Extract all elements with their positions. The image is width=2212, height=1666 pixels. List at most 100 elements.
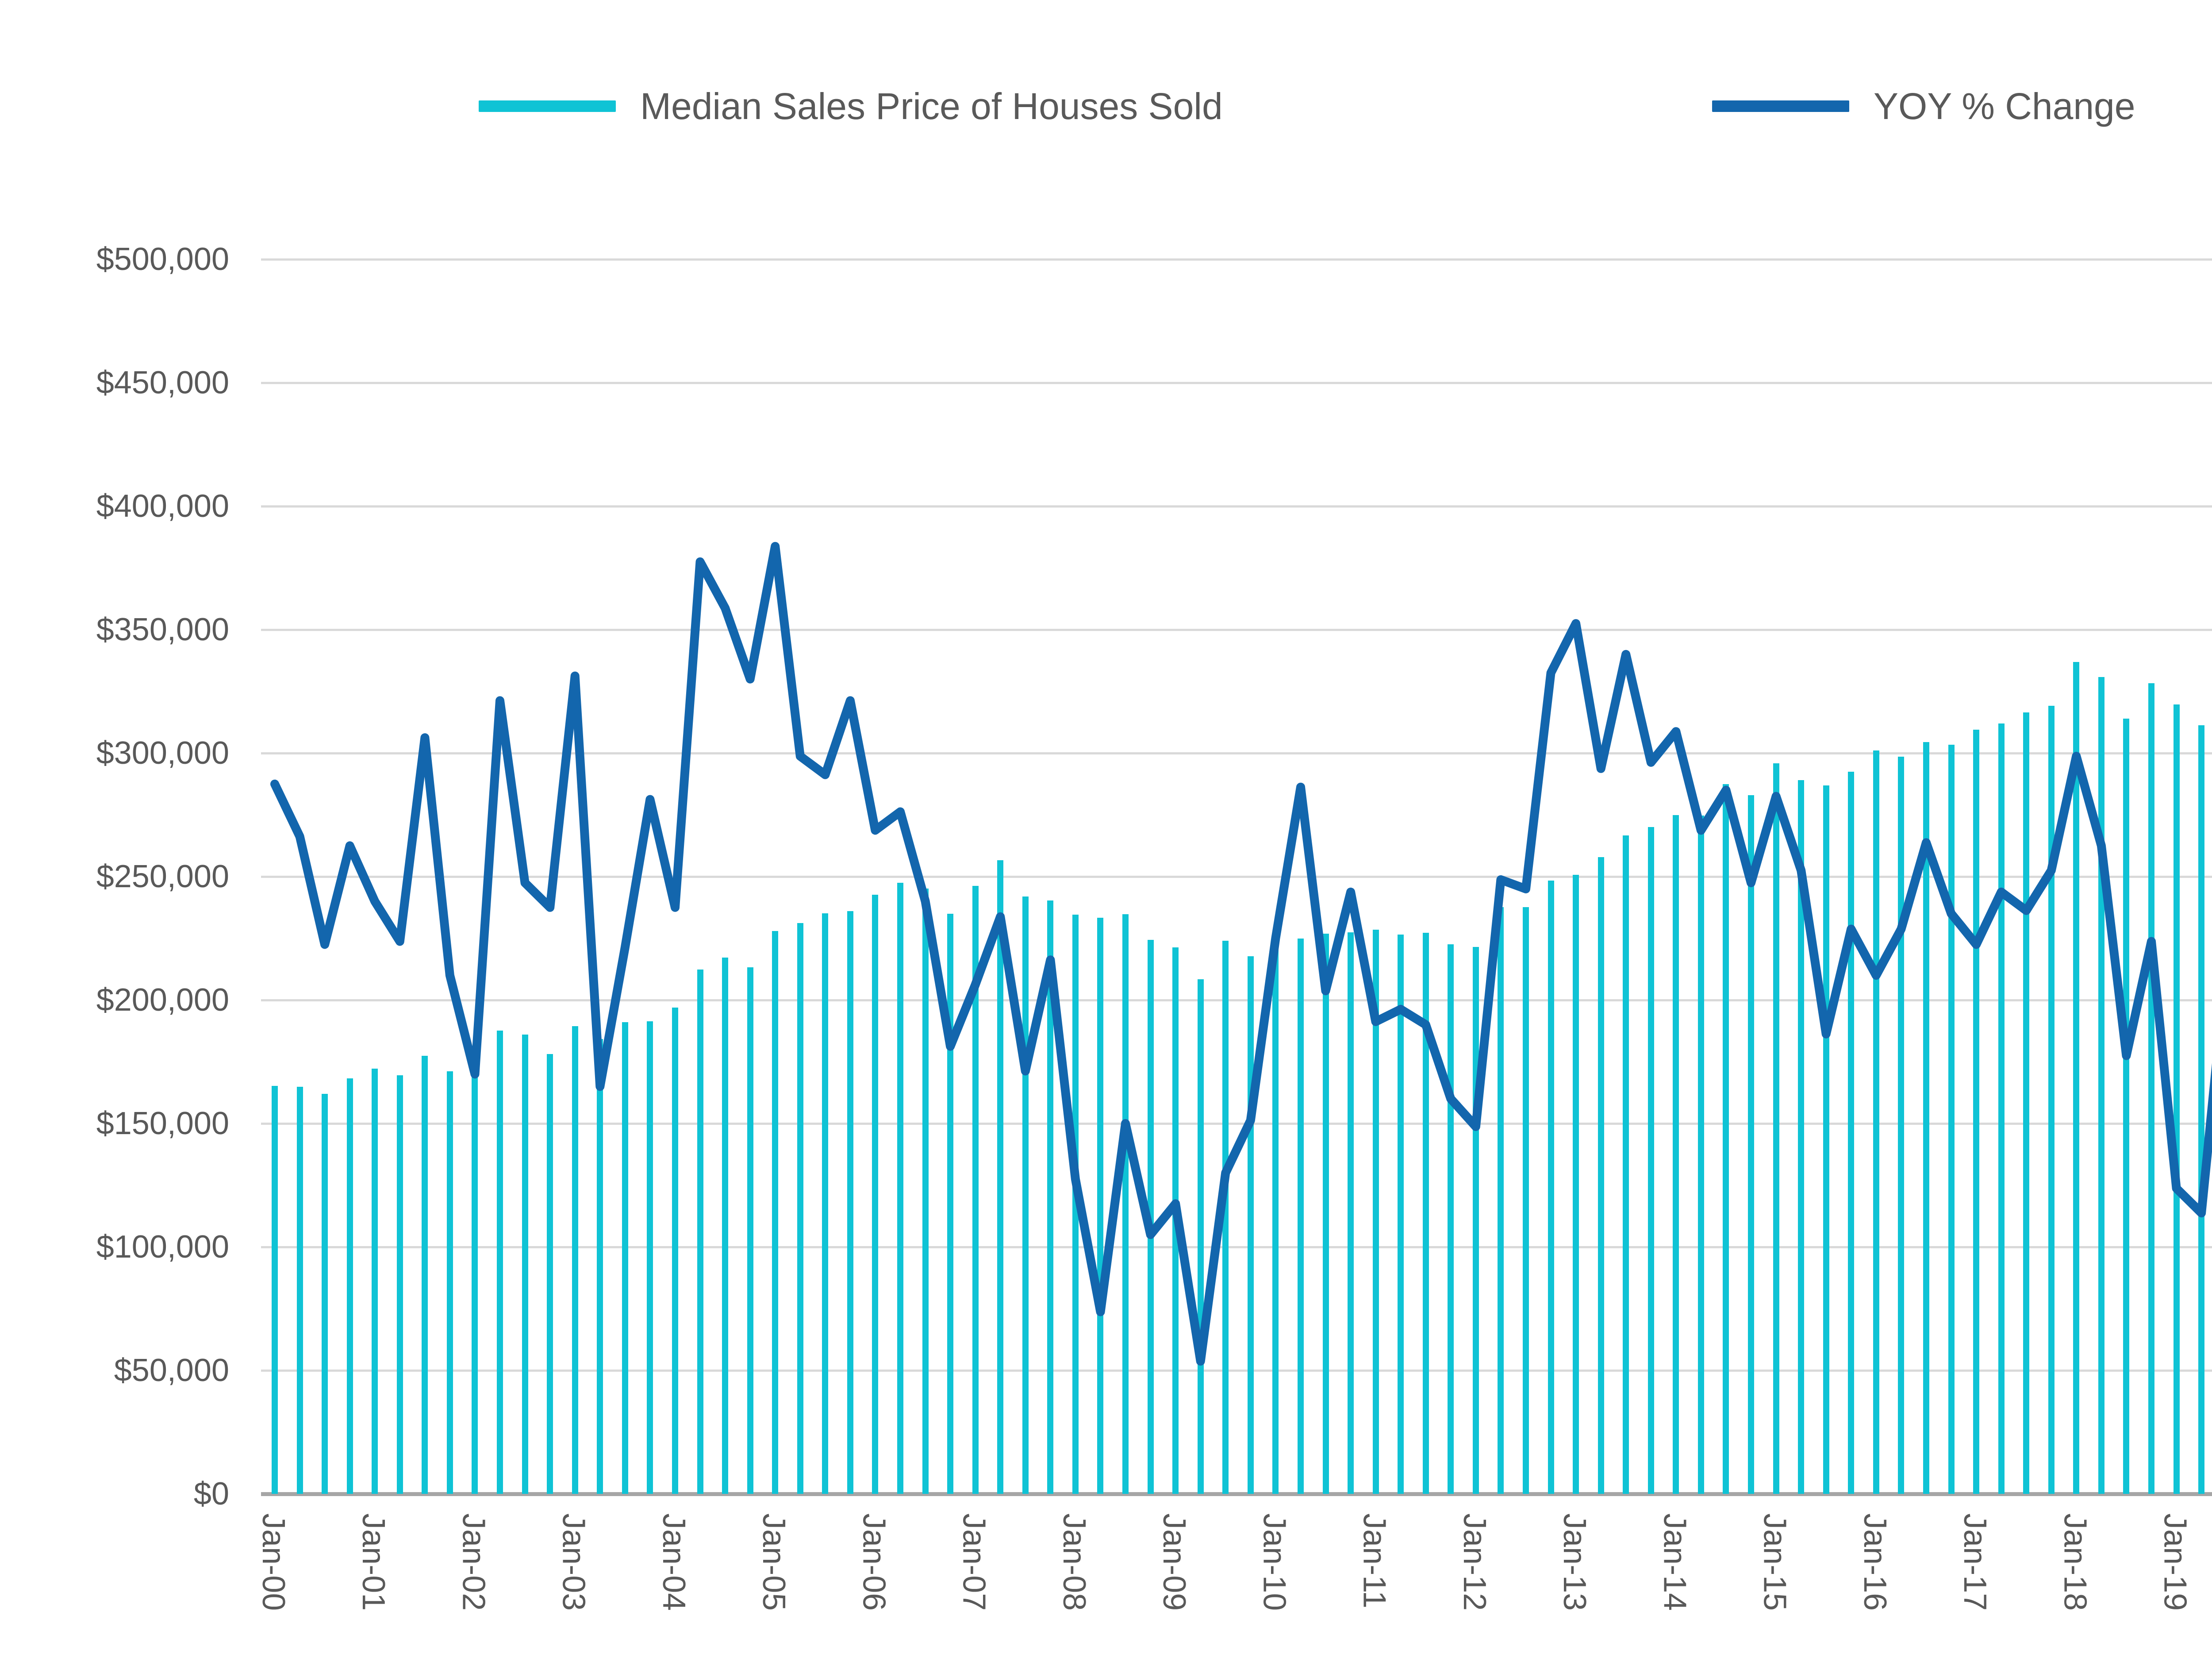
price-bar <box>772 931 779 1494</box>
gridline <box>261 258 2212 261</box>
price-bar <box>997 860 1004 1494</box>
price-bar <box>2073 662 2080 1494</box>
price-bar <box>822 913 829 1494</box>
price-bar <box>572 1026 578 1494</box>
left-axis-tick-label: $0 <box>193 1476 229 1512</box>
price-bar <box>1923 742 1929 1494</box>
price-bar <box>722 958 729 1494</box>
price-bar <box>672 1007 678 1494</box>
x-axis-tick-label: Jan-07 <box>956 1513 992 1611</box>
price-bar <box>1873 750 1879 1494</box>
left-axis-tick-label: $50,000 <box>114 1353 229 1388</box>
price-bar <box>372 1068 378 1494</box>
x-axis-tick-label: Jan-14 <box>1657 1513 1693 1611</box>
gridline <box>261 999 2212 1001</box>
gridline <box>261 1246 2212 1248</box>
x-axis-tick-label: Jan-18 <box>2057 1513 2093 1611</box>
yoy-line <box>270 542 2212 1366</box>
price-bar <box>1773 763 1779 1494</box>
x-axis-tick-label: Jan-08 <box>1056 1513 1092 1611</box>
price-bar <box>396 1075 403 1494</box>
price-bar <box>1548 881 1554 1494</box>
x-axis-tick-label: Jan-11 <box>1356 1513 1392 1608</box>
x-axis-tick-label: Jan-06 <box>856 1513 892 1611</box>
x-axis-tick-label: Jan-02 <box>456 1513 492 1611</box>
price-bar <box>1348 932 1354 1494</box>
gridline <box>261 1123 2212 1125</box>
x-axis-tick-label: Jan-15 <box>1757 1513 1793 1611</box>
x-axis-tick-label: Jan-00 <box>256 1513 291 1611</box>
price-bar <box>296 1087 303 1494</box>
price-bar <box>1523 907 1529 1494</box>
gridline <box>261 629 2212 631</box>
price-bar <box>1823 785 1829 1494</box>
price-bar <box>1297 939 1304 1494</box>
price-bar <box>2048 705 2055 1494</box>
price-bar <box>922 889 929 1494</box>
price-bar <box>1272 931 1279 1494</box>
price-bar <box>1398 935 1404 1494</box>
legend-item-yoy: YOY % Change <box>1712 80 2135 133</box>
left-axis-tick-label: $200,000 <box>96 982 229 1018</box>
price-bar <box>1623 835 1629 1494</box>
price-bar <box>597 1039 603 1494</box>
left-axis-tick-label: $150,000 <box>96 1106 229 1141</box>
price-bar <box>446 1071 453 1494</box>
price-bar <box>1122 914 1129 1494</box>
left-axis-tick-label: $450,000 <box>96 365 229 400</box>
gridline <box>261 752 2212 754</box>
price-series-swatch <box>479 100 616 112</box>
price-bar <box>647 1021 653 1494</box>
price-bar <box>1723 784 1729 1494</box>
price-bar <box>747 967 753 1494</box>
price-bar <box>1697 816 1704 1494</box>
x-axis-tick-label: Jan-01 <box>356 1513 392 1611</box>
price-bar <box>2173 704 2180 1494</box>
x-axis-tick-label: Jan-04 <box>656 1513 691 1611</box>
left-axis-tick-label: $250,000 <box>96 859 229 894</box>
price-bar <box>1973 729 1980 1494</box>
x-axis-tick-label: Jan-17 <box>1957 1513 1993 1611</box>
price-bar <box>897 882 903 1494</box>
x-axis-tick-label: Jan-19 <box>2157 1513 2193 1611</box>
price-bar <box>1072 915 1079 1494</box>
price-bar <box>1598 857 1604 1494</box>
price-bar <box>346 1078 353 1494</box>
gridline <box>261 505 2212 508</box>
price-bar <box>1372 929 1379 1494</box>
price-bar <box>797 923 803 1494</box>
price-bar <box>1422 933 1429 1494</box>
price-bar <box>2123 718 2130 1494</box>
legend-label-yoy: YOY % Change <box>1874 85 2135 127</box>
price-bar <box>1748 795 1755 1494</box>
price-bar <box>622 1022 628 1494</box>
x-axis-tick-label: Jan-03 <box>556 1513 591 1611</box>
x-axis-tick-label: Jan-13 <box>1557 1513 1593 1611</box>
left-axis-tick-label: $100,000 <box>96 1229 229 1265</box>
x-axis-tick-label: Jan-16 <box>1857 1513 1893 1611</box>
price-bar <box>1573 875 1579 1494</box>
price-bar <box>472 1074 478 1494</box>
price-bar <box>1498 907 1504 1494</box>
gridline <box>261 1370 2212 1372</box>
price-bar <box>1798 780 1805 1494</box>
x-axis-tick-label: Jan-05 <box>756 1513 792 1611</box>
price-bar <box>1647 827 1654 1494</box>
price-bar <box>422 1056 428 1494</box>
yoy-series-swatch <box>1712 100 1849 112</box>
price-bar <box>947 913 954 1494</box>
price-bar <box>497 1030 503 1494</box>
price-bar <box>1097 918 1104 1494</box>
price-bar <box>1948 745 1955 1494</box>
left-axis-tick-label: $350,000 <box>96 612 229 647</box>
price-bar <box>272 1085 278 1494</box>
price-bar <box>322 1094 328 1494</box>
left-axis-tick-label: $300,000 <box>96 735 229 771</box>
price-bar <box>697 970 703 1494</box>
left-axis-tick-label: $400,000 <box>96 489 229 524</box>
legend-item-price: Median Sales Price of Houses Sold <box>479 80 1223 133</box>
gridline <box>261 876 2212 878</box>
x-axis-tick-label: Jan-09 <box>1156 1513 1192 1611</box>
